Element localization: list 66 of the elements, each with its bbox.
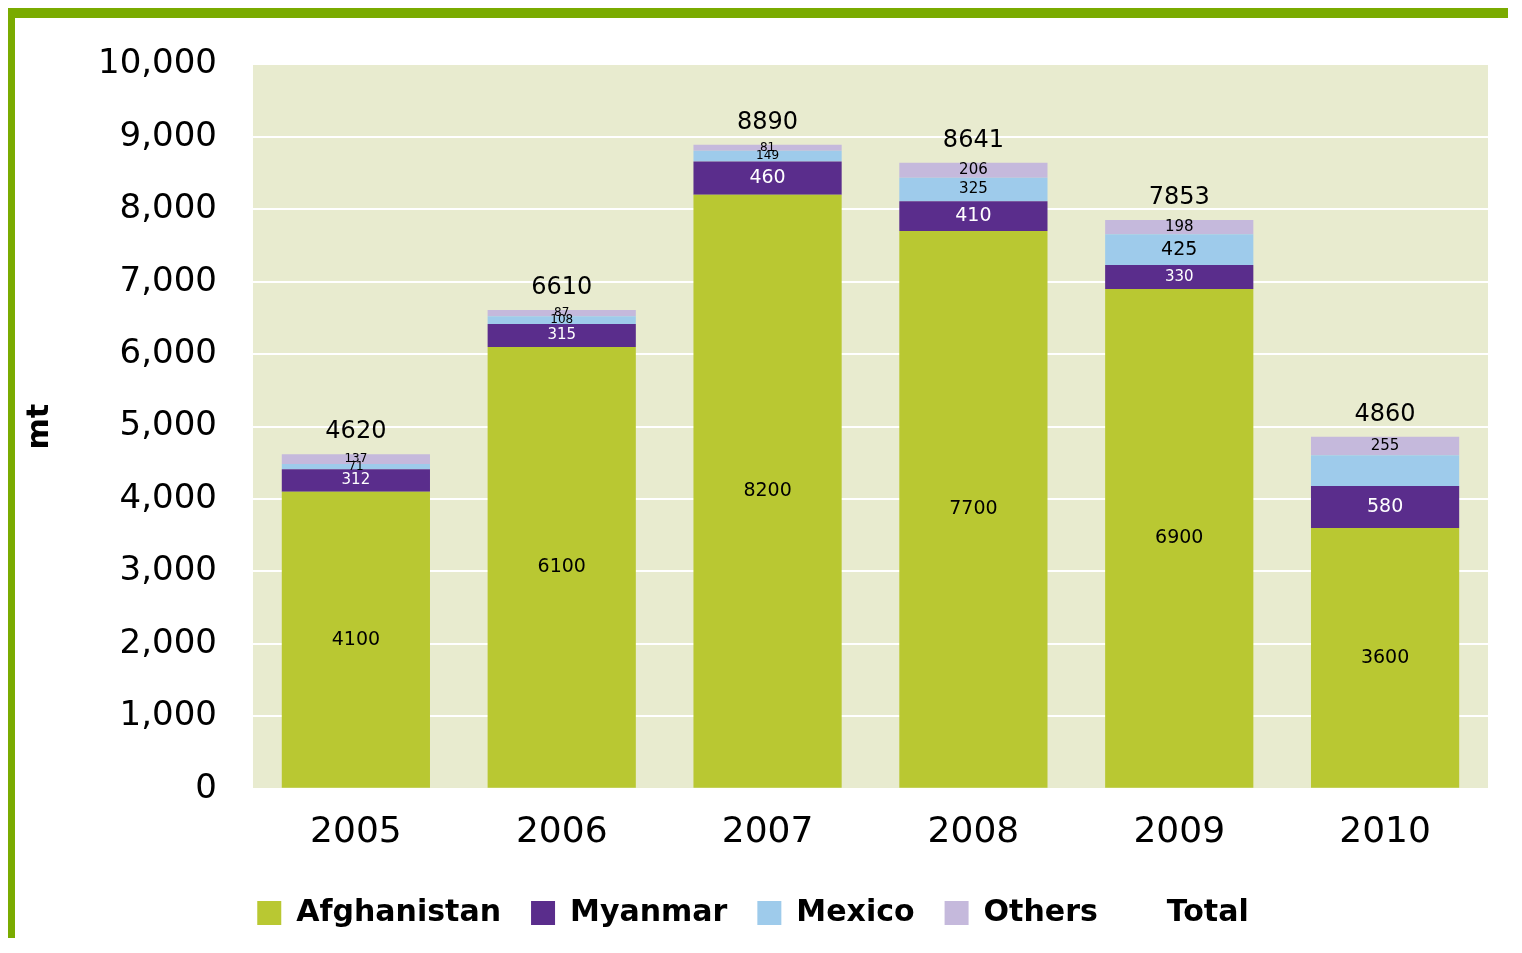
data-label: 6100 [537, 554, 586, 577]
data-label: 206 [959, 160, 988, 179]
y-tick-label: 10,000 [98, 41, 217, 82]
x-tick-label: 2008 [927, 808, 1020, 850]
x-tick-label: 2007 [721, 808, 814, 850]
data-label: 255 [1370, 435, 1400, 454]
bar [1310, 528, 1460, 788]
data-label: 198 [1164, 216, 1194, 235]
bar [693, 161, 842, 195]
y-tick-label: 7,000 [119, 258, 217, 299]
legend-label: Mexico [796, 892, 915, 928]
bar [281, 469, 430, 492]
total-label: 8890 [737, 107, 799, 136]
bar [281, 491, 430, 788]
data-label: 3600 [1360, 644, 1410, 667]
bar [899, 177, 1048, 202]
data-label: 4100 [331, 626, 381, 649]
total-label: 6610 [531, 272, 593, 301]
data-label: 325 [959, 179, 988, 198]
legend-label: Afghanistan [296, 892, 502, 928]
legend-label: Others [983, 892, 1098, 928]
y-tick-label: 6,000 [119, 330, 217, 371]
bar [1310, 455, 1460, 486]
y-axis-title: mt [19, 403, 55, 450]
y-tick-label: 3,000 [119, 548, 217, 589]
data-label: 330 [1164, 266, 1194, 285]
data-label: 410 [955, 203, 992, 226]
y-tick-label: 0 [195, 765, 217, 806]
total-label: 4860 [1354, 398, 1416, 427]
data-label: 580 [1366, 493, 1404, 516]
bar [1105, 219, 1254, 235]
bar [487, 316, 636, 325]
total-label: 4620 [325, 416, 387, 445]
total-label: 7853 [1148, 182, 1210, 211]
x-tick-label: 2009 [1133, 808, 1226, 850]
data-label: 425 [1161, 236, 1198, 259]
bar [1310, 486, 1460, 529]
legend-label: Myanmar [570, 892, 728, 928]
y-tick-label: 9,000 [119, 113, 217, 154]
x-tick-label: 2006 [515, 808, 608, 850]
bar [1105, 288, 1254, 788]
bar [1310, 436, 1460, 456]
y-tick-label: 2,000 [119, 620, 217, 661]
data-label: 7700 [949, 496, 998, 519]
data-label: 6900 [1155, 525, 1204, 548]
bar [899, 201, 1048, 232]
bar [693, 144, 842, 151]
bar [899, 162, 1048, 178]
data-label: 315 [547, 325, 577, 344]
bar [693, 194, 842, 788]
text: Total [1166, 892, 1249, 928]
bar [1105, 265, 1254, 289]
total-label: 8641 [942, 125, 1004, 154]
bar [1105, 234, 1254, 266]
x-tick-label: 2005 [310, 808, 402, 850]
bar [487, 324, 636, 347]
bar [487, 346, 636, 788]
y-tick-label: 4,000 [119, 475, 217, 516]
y-tick-label: 8,000 [119, 186, 217, 227]
x-tick-label: 2010 [1339, 808, 1431, 850]
data-label: 8200 [743, 478, 792, 501]
y-tick-label: 5,000 [119, 403, 217, 444]
data-label: 312 [341, 470, 371, 489]
bar [899, 231, 1048, 788]
y-tick-label: 1,000 [119, 693, 217, 734]
data-label: 460 [749, 165, 786, 188]
